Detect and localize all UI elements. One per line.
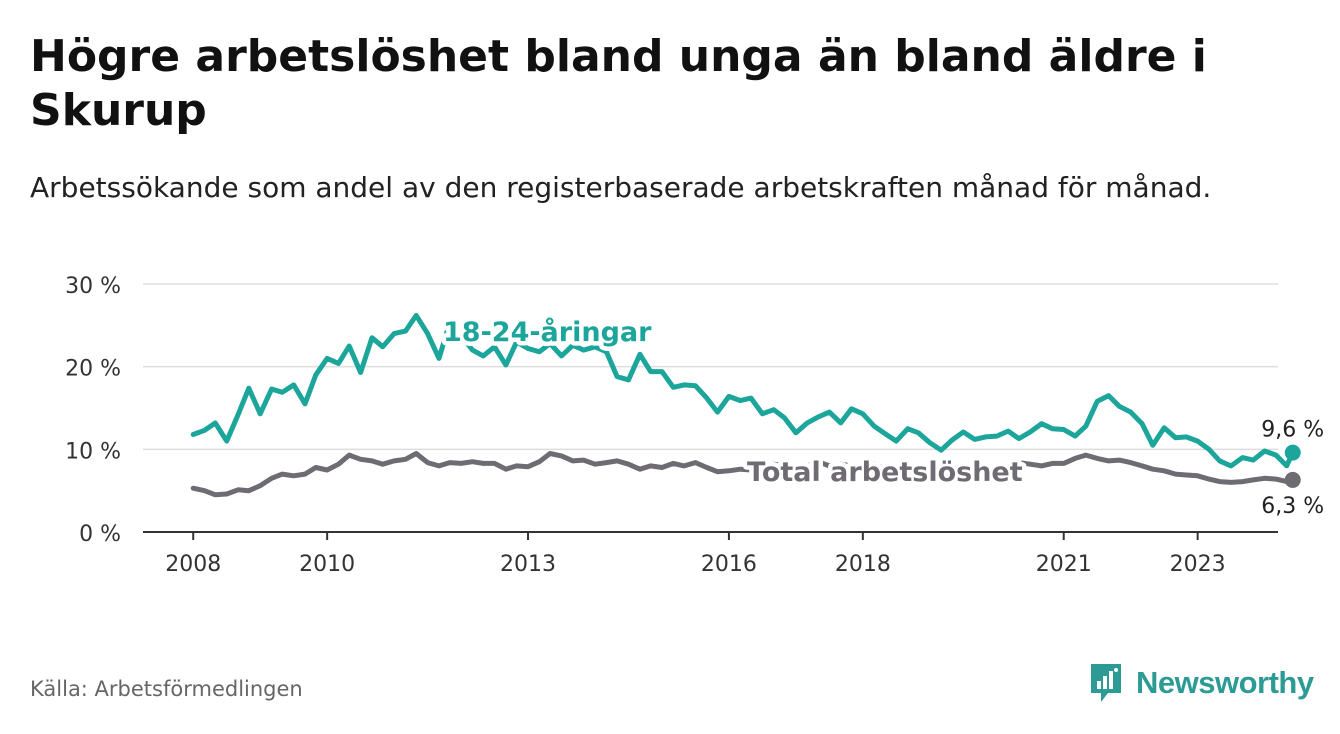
youth-series-label: 18-24-åringar: [443, 316, 652, 348]
y-tick-label: 30 %: [65, 274, 121, 299]
x-tick-label: 2021: [1036, 552, 1092, 577]
x-tick-label: 2008: [165, 552, 221, 577]
total-series-label: Total arbetslöshet: [747, 457, 1023, 488]
youth-end-value-label: 9,6 %: [1261, 418, 1324, 443]
youth-series-label-halo: 18-24-åringar: [443, 316, 652, 348]
line-chart: 0 % 10 % 20 % 30 % 2008 2010 2013 2016 2018 2021…: [65, 274, 1325, 577]
newsworthy-logo[interactable]: Newsworthy: [1088, 660, 1314, 706]
y-axis-ticks: 0 % 10 % 20 % 30 %: [65, 274, 121, 547]
youth-line: [190, 312, 1296, 469]
x-axis: 2008 2010 2013 2016 2018 2021 2023: [143, 531, 1278, 577]
x-tick-label: 2016: [701, 552, 757, 577]
series-lines: [190, 312, 1301, 498]
x-tick-label: 2018: [835, 552, 891, 577]
total-line: [190, 451, 1296, 498]
source-note: Källa: Arbetsförmedlingen: [30, 677, 303, 701]
total-end-value-label: 6,3 %: [1261, 494, 1324, 519]
chart-title: Högre arbetslöshet bland unga än bland ä…: [30, 31, 1207, 136]
total-line-end-marker: [1284, 471, 1301, 488]
newsworthy-logo-icon: [1091, 664, 1121, 702]
y-tick-label: 10 %: [65, 439, 121, 464]
gridlines: [143, 283, 1278, 451]
youth-line-end-marker: [1284, 444, 1301, 461]
total-series-label-halo: Total arbetslöshet: [747, 457, 1023, 488]
chart-subtitle: Arbetssökande som andel av den registerb…: [30, 171, 1212, 204]
x-tick-label: 2010: [299, 552, 355, 577]
y-tick-label: 0 %: [79, 522, 121, 547]
y-tick-label: 20 %: [65, 357, 121, 382]
x-tick-label: 2023: [1170, 552, 1226, 577]
newsworthy-brand-name: Newsworthy: [1136, 665, 1314, 700]
x-tick-label: 2013: [500, 552, 556, 577]
